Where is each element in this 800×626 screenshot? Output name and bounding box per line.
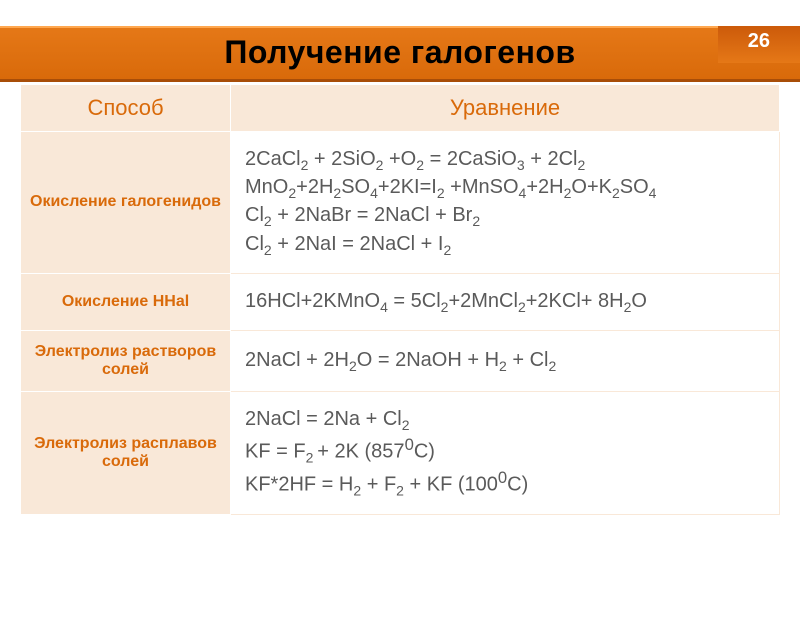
method-cell: Электролиз расплавов солей [21, 391, 231, 514]
method-cell: Электролиз растворов солей [21, 330, 231, 391]
page-title: Получение галогенов [0, 34, 800, 71]
equation-cell: 2NaCl = 2Na + Cl2 KF = F2 + 2K (8570C) K… [231, 391, 780, 514]
equation-cell: 2NaCl + 2H2O = 2NaOH + H2 + Cl2 [231, 330, 780, 391]
halogen-table: Способ Уравнение Окисление галогенидов 2… [20, 84, 780, 515]
table-row: Электролиз растворов солей 2NaCl + 2H2O … [21, 330, 780, 391]
table-header-row: Способ Уравнение [21, 85, 780, 132]
title-bar: Получение галогенов [0, 26, 800, 82]
equation-cell: 16HCl+2KMnO4 = 5Cl2+2MnCl2+2KCl+ 8H2O [231, 273, 780, 330]
table-row: Электролиз расплавов солей 2NaCl = 2Na +… [21, 391, 780, 514]
table-row: Окисление галогенидов 2CaCl2 + 2SiO2 +O2… [21, 132, 780, 274]
equation-cell: 2CaCl2 + 2SiO2 +O2 = 2CaSiO3 + 2Cl2 MnO2… [231, 132, 780, 274]
col-method: Способ [21, 85, 231, 132]
method-cell: Окисление HHal [21, 273, 231, 330]
table-row: Окисление HHal 16HCl+2KMnO4 = 5Cl2+2MnCl… [21, 273, 780, 330]
col-equation: Уравнение [231, 85, 780, 132]
method-cell: Окисление галогенидов [21, 132, 231, 274]
page-number: 26 [718, 26, 800, 63]
table-container: Способ Уравнение Окисление галогенидов 2… [0, 82, 800, 515]
